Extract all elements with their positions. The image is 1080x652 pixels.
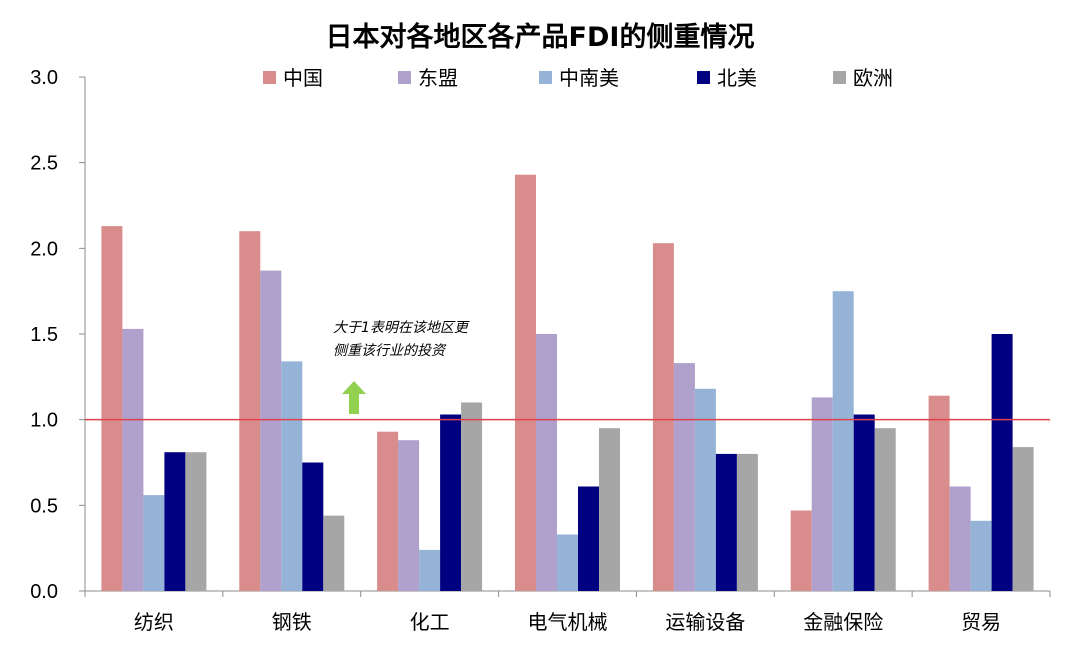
bar-中南美-运输设备 bbox=[694, 388, 716, 591]
bar-北美-贸易 bbox=[991, 334, 1013, 591]
y-tick-label: 0.5 bbox=[30, 495, 58, 517]
bar-北美-运输设备 bbox=[715, 453, 737, 591]
bar-欧洲-贸易 bbox=[1012, 447, 1034, 591]
bar-北美-金融保险 bbox=[853, 414, 875, 591]
bar-中南美-贸易 bbox=[970, 520, 992, 591]
bar-东盟-纺织 bbox=[122, 328, 144, 591]
bar-欧洲-钢铁 bbox=[323, 515, 345, 591]
bar-中国-化工 bbox=[377, 431, 399, 591]
bar-北美-钢铁 bbox=[302, 462, 324, 591]
x-tick-label: 电气机械 bbox=[528, 610, 608, 634]
legend-swatch-中国 bbox=[263, 71, 276, 84]
bar-东盟-钢铁 bbox=[260, 270, 282, 591]
legend-label-中国: 中国 bbox=[283, 66, 323, 90]
x-tick-label: 运输设备 bbox=[665, 610, 745, 634]
bar-东盟-化工 bbox=[398, 440, 420, 591]
annotation-text: 大于1表明在该地区更 bbox=[333, 320, 470, 336]
bar-中国-运输设备 bbox=[652, 243, 674, 591]
y-tick-label: 2.5 bbox=[30, 153, 58, 175]
x-tick-label: 贸易 bbox=[961, 610, 1001, 634]
bar-欧洲-金融保险 bbox=[874, 428, 896, 591]
x-tick-label: 钢铁 bbox=[272, 610, 312, 634]
legend-swatch-东盟 bbox=[398, 71, 411, 84]
bar-北美-化工 bbox=[440, 414, 462, 591]
bar-北美-电气机械 bbox=[578, 486, 599, 591]
bars-layer bbox=[101, 174, 1034, 591]
legend-swatch-欧洲 bbox=[833, 71, 846, 84]
bar-欧洲-化工 bbox=[461, 402, 483, 591]
bar-欧洲-纺织 bbox=[185, 452, 207, 591]
legend-label-东盟: 东盟 bbox=[418, 66, 458, 90]
bar-中国-钢铁 bbox=[239, 231, 261, 591]
legend-label-中南美: 中南美 bbox=[559, 66, 619, 90]
bar-中南美-电气机械 bbox=[557, 534, 578, 591]
legend-label-欧洲: 欧洲 bbox=[853, 66, 893, 90]
bar-北美-纺织 bbox=[164, 452, 186, 591]
legend-swatch-北美 bbox=[697, 71, 710, 84]
y-tick-label: 0.0 bbox=[30, 581, 58, 603]
y-tick-label: 1.5 bbox=[30, 324, 58, 346]
chart-title: 日本对各地区各产品FDI的侧重情况 bbox=[326, 21, 755, 53]
x-tick-label: 化工 bbox=[410, 610, 450, 634]
bar-欧洲-运输设备 bbox=[736, 453, 758, 591]
up-arrow-icon bbox=[342, 381, 366, 414]
bar-欧洲-电气机械 bbox=[599, 428, 620, 591]
legend-swatch-中南美 bbox=[539, 71, 552, 84]
y-tick-label: 3.0 bbox=[30, 67, 58, 89]
bar-中南美-化工 bbox=[419, 549, 441, 591]
bar-东盟-电气机械 bbox=[536, 334, 557, 591]
legend-label-北美: 北美 bbox=[717, 66, 757, 90]
bar-东盟-运输设备 bbox=[673, 363, 695, 591]
y-tick-label: 2.0 bbox=[30, 238, 58, 260]
bar-东盟-金融保险 bbox=[811, 397, 833, 591]
legend: 中国 东盟 中南美 北美 欧洲 bbox=[263, 66, 893, 90]
bar-东盟-贸易 bbox=[949, 486, 971, 591]
bar-中南美-金融保险 bbox=[832, 291, 854, 591]
bar-中国-电气机械 bbox=[515, 174, 536, 591]
x-tick-label: 金融保险 bbox=[803, 610, 883, 634]
bar-中国-金融保险 bbox=[790, 510, 812, 591]
annotation-text: 侧重该行业的投资 bbox=[333, 343, 447, 359]
bar-中南美-钢铁 bbox=[281, 361, 303, 591]
bar-中国-纺织 bbox=[101, 226, 123, 591]
bar-中国-贸易 bbox=[928, 395, 950, 591]
y-tick-label: 1.0 bbox=[30, 410, 58, 432]
bar-中南美-纺织 bbox=[143, 495, 165, 591]
x-tick-label: 纺织 bbox=[134, 610, 174, 634]
axis-layer: 0.0 0.5 1.0 1.5 2.0 2.5 3.0 纺织 钢铁 化工 电气机械 运输设备 金融保险 贸… bbox=[30, 67, 1051, 634]
